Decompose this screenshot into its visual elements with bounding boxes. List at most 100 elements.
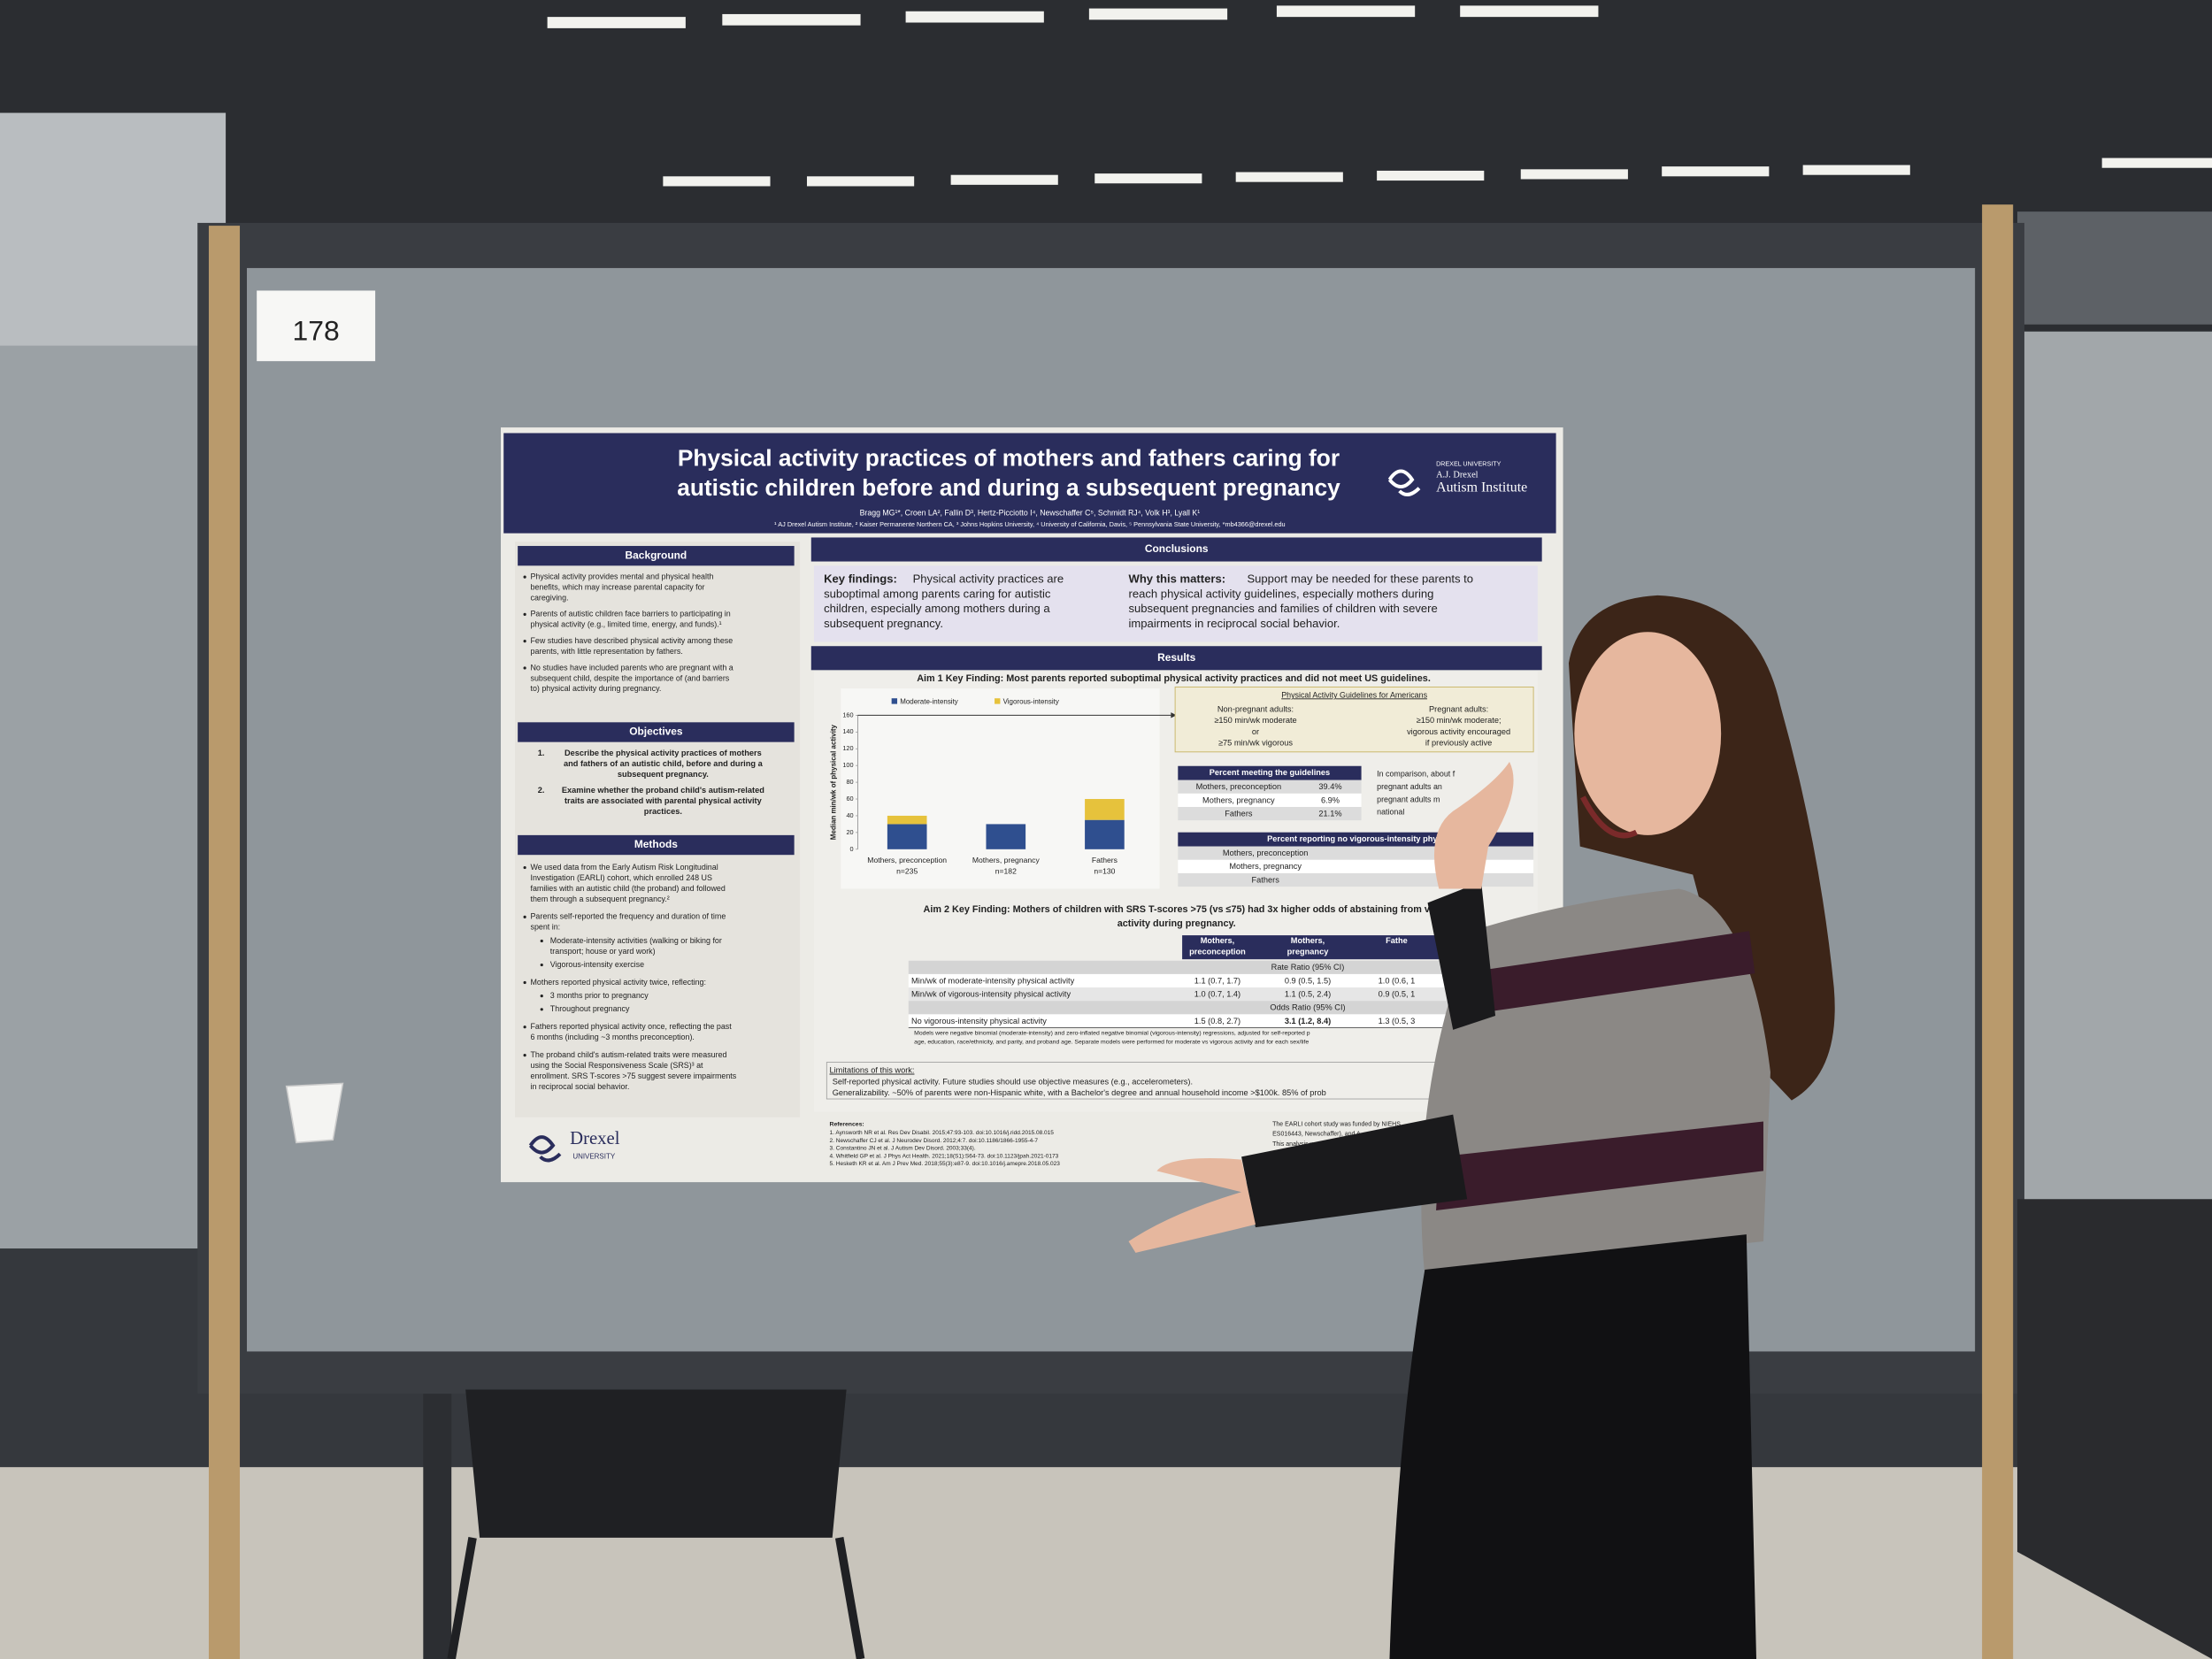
comparison-text: In comparison, about f [1377, 770, 1455, 779]
institute-logo: A.J. Drexel [1436, 471, 1479, 480]
table-row [1178, 793, 1362, 807]
poster-header [503, 433, 1556, 534]
sub-bullet [540, 963, 543, 967]
objective-text: subsequent pregnancy. [618, 770, 709, 779]
methods-text: 6 months (including ~3 months preconcept… [530, 1033, 694, 1041]
conclusion-text: impairments in reciprocal social behavio… [1129, 617, 1340, 630]
table-cell: Mothers, pregnancy [1202, 795, 1275, 804]
y-tick-label: 100 [842, 761, 853, 769]
methods-text: Fathers reported physical activity once,… [530, 1022, 732, 1031]
limitations-text: Self-reported physical activity. Future … [833, 1077, 1193, 1086]
conclusion-text: subsequent pregnancies and families of c… [1129, 602, 1438, 615]
background-text: physical activity (e.g., limited time, e… [530, 620, 721, 629]
table-section-label: Odds Ratio (95% CI) [1270, 1003, 1345, 1012]
background-heading: Background [626, 549, 687, 561]
chair [465, 1389, 847, 1538]
bullet [523, 1025, 526, 1029]
objectives-heading: Objectives [629, 726, 683, 738]
table-section-label: Rate Ratio (95% CI) [1271, 963, 1345, 972]
university-logo: Drexel [570, 1129, 620, 1148]
objectives-heading-bar [518, 722, 795, 742]
neighbor-board [2016, 331, 2212, 1207]
y-tick-label: 40 [846, 811, 853, 819]
comparison-text: national [1377, 808, 1404, 817]
hall-wall [0, 112, 227, 353]
poster-title: Physical activity practices of mothers a… [678, 445, 1340, 472]
background-text: Physical activity provides mental and ph… [530, 572, 713, 580]
bullet [523, 980, 526, 985]
x-tick-label: Mothers, preconception [867, 856, 947, 864]
board-number-card [257, 290, 376, 362]
methods-text: Mothers reported physical activity twice… [530, 978, 706, 987]
conclusion-text: suboptimal among parents caring for auti… [824, 587, 1051, 600]
poster-content: Physical activity practices of mothers a… [514, 445, 1542, 1167]
objective-text: and fathers of an autistic child, before… [564, 759, 764, 768]
guidelines-text: ≥150 min/wk moderate; [1417, 716, 1502, 725]
table-row [908, 973, 1535, 988]
guidelines-title: Physical Activity Guidelines for America… [1281, 690, 1427, 699]
x-tick-note: n=182 [995, 867, 1017, 876]
table-cell: Min/wk of moderate-intensity physical ac… [911, 976, 1075, 985]
background-text: subsequent child, despite the importance… [530, 673, 729, 682]
chart-area [841, 688, 1160, 889]
table-cell: 0.9 (0.5, 1 [1379, 989, 1416, 998]
table-cell: 0.9 (0.5, 1.5) [1285, 976, 1331, 985]
guidelines-text: Non-pregnant adults: [1217, 704, 1294, 713]
methods-text: spent in: [530, 923, 560, 932]
table-cell: Min/wk of vigorous-intensity physical ac… [911, 989, 1071, 998]
methods-text: them through a subsequent pregnancy.² [530, 895, 669, 903]
funding-text: The EARLI cohort study was funded by NIE… [1272, 1122, 1401, 1128]
conclusion-text: Physical activity practices are [913, 572, 1064, 586]
institute-logo-mark [1387, 469, 1421, 496]
methods-subtext: transport; house or yard work) [550, 947, 656, 956]
objective-text: Examine whether the proband child's auti… [562, 786, 764, 795]
hall-wall [2016, 211, 2212, 325]
sub-bullet [540, 995, 543, 998]
limitations-text: Generalizability. ~50% of parents were n… [833, 1088, 1326, 1097]
neighbor-board [0, 345, 227, 1249]
conclusions-heading-bar [810, 537, 1542, 562]
x-tick-note: n=235 [896, 867, 918, 876]
percent-no-vigorous-heading: Percent reporting no vigorous-intensity … [1267, 834, 1444, 843]
comparison-text: pregnant adults m [1377, 795, 1440, 803]
x-tick-label: Fathers [1092, 856, 1118, 864]
bar [887, 824, 927, 849]
table-cell: Mothers, preconception [1196, 782, 1282, 791]
conclusion-label: Why this matters: [1129, 572, 1226, 586]
guidelines-text: vigorous activity encouraged [1407, 727, 1510, 736]
bar [1085, 819, 1125, 849]
table-cell: Fathers [1252, 875, 1280, 884]
background-heading-bar [518, 546, 795, 566]
background-text: caregiving. [530, 593, 568, 602]
methods-text: The proband child's autism-related trait… [530, 1050, 726, 1059]
objective-number: 1. [538, 749, 545, 757]
table-footnote: Models were negative binomial (moderate-… [914, 1031, 1310, 1037]
y-axis-label: Median min/wk of physical activity [829, 724, 837, 840]
methods-text: using the Social Responsiveness Scale (S… [530, 1061, 703, 1070]
poster-title: autistic children before and during a su… [677, 474, 1340, 501]
table-cell: 39.4% [1318, 782, 1341, 791]
table-cell: Mothers, preconception [1223, 849, 1309, 857]
background-text: parents, with little representation by f… [530, 647, 682, 656]
table-row [1178, 780, 1362, 794]
table-cell: 1.0 (0.6, 1 [1379, 976, 1416, 985]
sub-bullet [540, 1008, 543, 1011]
table-cell: 1.1 (0.7, 1.7) [1194, 976, 1240, 985]
table-cell: 6.9% [1321, 795, 1340, 804]
table-header-cell: Mothers, [1291, 936, 1325, 945]
reference: 4. Whitfield GP et al. J Phys Act Health… [830, 1153, 1059, 1159]
methods-subtext: Throughout pregnancy [550, 1004, 630, 1013]
table-cell: Mothers, pregnancy [1229, 862, 1302, 871]
guidelines-text: Pregnant adults: [1429, 704, 1488, 713]
x-tick-note: n=130 [1094, 867, 1115, 876]
table-cell: 1.3 (0.5, 3 [1379, 1017, 1416, 1025]
institute-logo: Autism Institute [1436, 480, 1527, 495]
y-tick-label: 120 [842, 744, 853, 752]
table-row [908, 1014, 1535, 1028]
bullet [523, 915, 526, 918]
y-tick-label: 80 [846, 778, 853, 786]
methods-text: enrollment. SRS T-scores >75 suggest sev… [530, 1071, 736, 1080]
table-header-cell: Fathe [1386, 936, 1408, 945]
methods-subtext: Moderate-intensity activities (walking o… [550, 936, 722, 945]
